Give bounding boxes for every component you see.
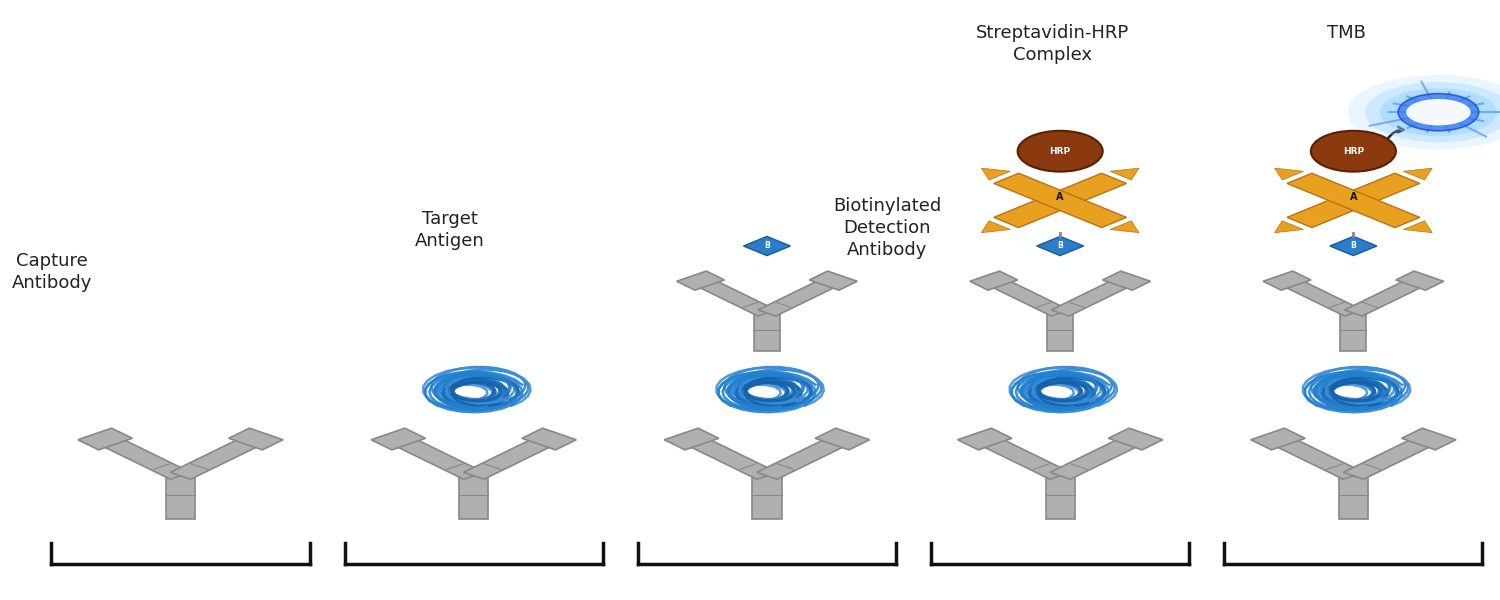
Polygon shape — [758, 278, 842, 316]
Polygon shape — [1263, 271, 1311, 290]
Polygon shape — [1278, 278, 1362, 316]
Bar — [1046, 476, 1076, 519]
Bar — [459, 476, 489, 519]
Text: B: B — [1350, 241, 1356, 251]
Polygon shape — [1404, 221, 1432, 233]
Polygon shape — [1344, 436, 1438, 479]
Polygon shape — [1050, 436, 1146, 479]
Polygon shape — [664, 428, 718, 450]
Circle shape — [1347, 75, 1500, 149]
Polygon shape — [810, 271, 856, 290]
Polygon shape — [1110, 221, 1138, 233]
Polygon shape — [676, 271, 724, 290]
Polygon shape — [1401, 428, 1456, 450]
Bar — [754, 313, 780, 351]
Polygon shape — [815, 428, 870, 450]
Polygon shape — [994, 173, 1126, 227]
Polygon shape — [1287, 173, 1419, 227]
Bar — [1338, 476, 1368, 519]
Polygon shape — [388, 436, 484, 479]
Polygon shape — [171, 436, 266, 479]
Polygon shape — [522, 428, 576, 450]
Text: Target
Antigen: Target Antigen — [416, 210, 484, 250]
Polygon shape — [1396, 271, 1443, 290]
Text: B: B — [1058, 241, 1064, 251]
Bar — [166, 476, 195, 519]
Polygon shape — [1036, 236, 1083, 256]
Text: Biotinylated
Detection
Antibody: Biotinylated Detection Antibody — [833, 197, 940, 259]
Bar — [753, 476, 782, 519]
Polygon shape — [758, 436, 852, 479]
Polygon shape — [1108, 428, 1162, 450]
Polygon shape — [994, 173, 1126, 227]
Text: A: A — [1056, 192, 1064, 202]
Polygon shape — [1052, 278, 1136, 316]
Polygon shape — [1251, 428, 1305, 450]
Polygon shape — [986, 278, 1070, 316]
Text: Streptavidin-HRP
Complex: Streptavidin-HRP Complex — [976, 24, 1130, 64]
Circle shape — [1380, 88, 1497, 136]
Polygon shape — [1275, 168, 1304, 180]
Polygon shape — [228, 428, 284, 450]
Polygon shape — [1344, 278, 1428, 316]
Ellipse shape — [1398, 94, 1479, 131]
Ellipse shape — [1017, 131, 1102, 172]
Bar — [1341, 313, 1366, 351]
Text: TMB: TMB — [1326, 24, 1365, 42]
Polygon shape — [1102, 271, 1150, 290]
Polygon shape — [1404, 168, 1432, 180]
Polygon shape — [94, 436, 190, 479]
Polygon shape — [464, 436, 560, 479]
Polygon shape — [1330, 236, 1377, 256]
Text: HRP: HRP — [1342, 146, 1364, 155]
Polygon shape — [78, 428, 132, 450]
Polygon shape — [957, 428, 1012, 450]
Polygon shape — [1268, 436, 1364, 479]
Text: HRP: HRP — [1050, 146, 1071, 155]
Text: A: A — [1350, 192, 1358, 202]
Polygon shape — [1110, 168, 1138, 180]
Polygon shape — [370, 428, 426, 450]
Polygon shape — [981, 168, 1011, 180]
Polygon shape — [681, 436, 777, 479]
Text: Capture
Antibody: Capture Antibody — [12, 252, 93, 292]
Polygon shape — [981, 221, 1011, 233]
Polygon shape — [692, 278, 776, 316]
Ellipse shape — [1311, 131, 1396, 172]
Circle shape — [1406, 99, 1470, 125]
Text: B: B — [764, 241, 770, 251]
Polygon shape — [1287, 173, 1419, 227]
Polygon shape — [970, 271, 1018, 290]
Circle shape — [1365, 82, 1500, 142]
Polygon shape — [744, 236, 790, 256]
Polygon shape — [1275, 221, 1304, 233]
Bar — [1047, 313, 1072, 351]
Polygon shape — [975, 436, 1071, 479]
